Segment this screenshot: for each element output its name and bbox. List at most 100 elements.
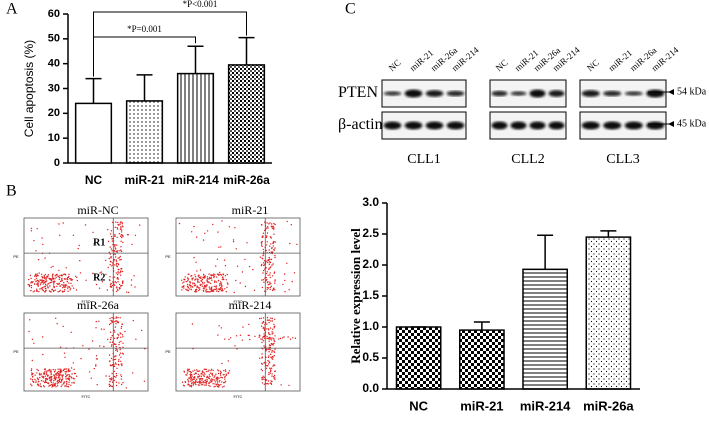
flow-event: [233, 291, 235, 294]
flow-event: [191, 286, 194, 288]
flow-event: [79, 272, 82, 274]
flow-event: [37, 383, 39, 385]
flow-event: [188, 284, 191, 286]
flow-axis-label: PE: [165, 349, 171, 354]
flow-event: [212, 290, 215, 292]
flow-event: [109, 364, 112, 366]
flow-event: [55, 386, 57, 388]
flow-event: [268, 223, 270, 225]
flow-event: [76, 276, 78, 279]
flow-event: [235, 335, 238, 337]
flow-event: [50, 381, 52, 384]
flow-event: [95, 355, 98, 357]
flow-event: [270, 285, 273, 287]
flow-event: [111, 344, 113, 346]
flow-event: [248, 266, 251, 268]
flow-event: [53, 286, 55, 289]
flow-event: [272, 241, 275, 243]
flow-event: [269, 327, 272, 329]
flow-event: [194, 290, 196, 293]
flow-event: [46, 378, 49, 380]
panel-label: C: [345, 1, 356, 18]
flow-event: [54, 278, 56, 280]
blot-band: [646, 89, 665, 98]
flow-event: [204, 284, 206, 287]
flow-event: [52, 382, 54, 384]
flow-event: [187, 368, 189, 370]
flow-event: [105, 259, 107, 262]
flow-event: [67, 287, 69, 289]
flow-event: [62, 291, 64, 293]
flow-event: [50, 279, 52, 281]
flow-event: [204, 381, 206, 384]
flow-event: [64, 381, 66, 383]
flow-event: [196, 278, 198, 280]
flow-event: [212, 274, 214, 277]
flow-event: [225, 370, 227, 373]
flow-event: [115, 221, 117, 223]
flow-event: [200, 373, 202, 375]
flow-event: [205, 384, 207, 386]
flow-event: [219, 379, 221, 382]
flow-event: [110, 282, 112, 285]
blot-band: [425, 121, 444, 130]
flow-event: [69, 287, 72, 289]
y-tick-label: 1.0: [362, 319, 379, 333]
flow-event: [96, 358, 99, 360]
flow-event: [221, 362, 223, 365]
flow-event: [191, 382, 193, 384]
flow-event: [31, 384, 33, 387]
flow-event: [274, 247, 276, 249]
flow-event: [41, 237, 43, 239]
flow-event: [33, 283, 36, 285]
flow-event: [260, 317, 262, 319]
flow-event: [217, 370, 220, 372]
flow-event: [117, 316, 119, 319]
flow-event: [263, 260, 266, 262]
bar: [458, 329, 505, 390]
flow-event: [32, 291, 34, 293]
flow-event: [110, 345, 113, 347]
flow-event: [197, 373, 200, 376]
flow-event: [267, 356, 270, 359]
flow-event: [191, 375, 193, 377]
flow-event: [262, 375, 264, 377]
flow-event: [110, 322, 112, 325]
flow-event: [220, 384, 222, 386]
flow-event: [267, 260, 269, 262]
flow-event: [33, 290, 36, 292]
flow-event: [35, 380, 37, 382]
flow-event: [273, 272, 275, 274]
flow-event: [33, 240, 35, 242]
flow-event: [116, 236, 118, 238]
flow-event: [210, 277, 212, 280]
flow-event: [110, 233, 112, 235]
flow-event: [204, 232, 206, 234]
flow-event: [79, 260, 81, 262]
flow-event: [57, 372, 60, 375]
flow-event: [42, 380, 44, 382]
flow-event: [43, 276, 45, 278]
flow-event: [209, 372, 212, 374]
flow-event: [202, 289, 204, 291]
flow-event: [194, 274, 196, 276]
flow-event: [35, 277, 38, 279]
blot-band: [529, 121, 546, 130]
flow-event: [198, 289, 200, 292]
flow-event: [114, 234, 116, 236]
flow-event: [222, 374, 225, 376]
flow-event: [271, 333, 273, 335]
flow-event: [271, 247, 273, 250]
flow-event: [68, 374, 70, 376]
y-tick-label: 0: [54, 157, 60, 169]
flow-event: [274, 280, 276, 282]
flow-event: [189, 281, 191, 283]
flow-event: [203, 375, 205, 377]
flow-event: [120, 229, 123, 231]
flow-event: [54, 379, 57, 381]
flow-event: [181, 279, 183, 281]
flow-event: [31, 372, 33, 374]
flow-event: [33, 275, 36, 277]
flow-event: [261, 378, 263, 381]
flow-event: [32, 281, 34, 283]
